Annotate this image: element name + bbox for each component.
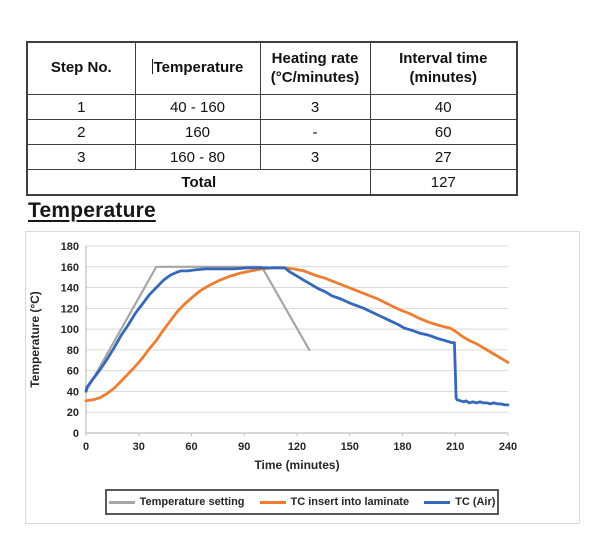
x-tick-label: 90 [238,441,250,453]
x-tick-label: 150 [341,441,359,453]
legend: Temperature setting TC insert into lamina… [105,489,499,515]
x-tick-label: 120 [288,441,306,453]
col-header-heating-rate-line2: (°C/minutes) [270,68,360,86]
x-tick-label: 30 [133,441,145,453]
y-tick-label: 80 [67,345,79,357]
legend-label: Temperature setting [139,496,245,508]
col-header-interval-time-line1: Interval time [399,49,488,67]
temperature-chart: 0 30 60 90 120 150 180 210 240 0 20 40 60 80 100 120 140… [28,241,517,472]
table-header-row: Step No. Temperature Heating rate (°C/mi… [26,41,518,95]
table-total-row: Total 127 [26,169,518,196]
y-tick-label: 120 [61,303,79,315]
cure-cycle-table: Step No. Temperature Heating rate (°C/mi… [26,41,518,196]
x-tick-label: 240 [499,441,517,453]
total-value-cell: 127 [369,169,518,196]
col-header-temperature: Temperature [134,41,261,95]
x-tick-label: 0 [83,441,89,453]
table-cell: 60 [369,119,518,145]
table-cell: 3 [26,144,136,170]
col-header-interval-time-line2: (minutes) [409,68,478,86]
table-cell: 1 [26,94,136,120]
legend-line-swatch [108,500,135,504]
legend-item: TC (Air) [424,496,495,508]
table-row: 1 40 - 160 3 40 [26,94,518,120]
legend-line-swatch [424,500,451,504]
cure-cycle-table-wrapper: Step No. Temperature Heating rate (°C/mi… [26,41,518,196]
temperature-chart-figure: 0 30 60 90 120 150 180 210 240 0 20 40 60 80 100 120 140… [25,231,580,524]
table-cell: - [259,119,371,145]
legend-item: Temperature setting [108,496,245,508]
table-cell: 2 [26,119,136,145]
col-header-heating-rate-line1: Heating rate [271,49,359,67]
section-heading-temperature: Temperature [28,199,156,222]
table-cell: 160 [134,119,261,145]
table-cell: 3 [259,94,371,120]
y-tick-label: 0 [73,428,79,440]
x-tick-label: 60 [185,441,197,453]
total-label-cell: Total [26,169,371,196]
col-header-temperature-label: Temperature [153,59,244,77]
series-line [84,266,510,407]
legend-line-swatch [259,500,286,504]
legend-label: TC (Air) [455,496,496,508]
y-tick-label: 40 [67,386,79,398]
legend-label: TC insert into laminate [290,496,410,508]
y-tick-label: 20 [67,407,79,419]
col-header-step-no: Step No. [26,41,136,95]
table-cell: 40 - 160 [134,94,261,120]
x-axis-title: Time (minutes) [254,458,339,472]
col-header-interval-time: Interval time (minutes) [369,41,518,95]
y-tick-label: 60 [67,366,79,378]
series-line [84,265,311,393]
table-cell: 40 [369,94,518,120]
y-tick-label: 180 [61,241,79,253]
y-tick-label: 100 [61,324,79,336]
y-tick-label: 140 [61,283,79,295]
col-header-step-no-label: Step No. [50,59,112,77]
x-tick-label: 180 [393,441,411,453]
col-header-heating-rate: Heating rate (°C/minutes) [259,41,371,95]
text-caret [151,59,153,75]
table-row: 3 160 - 80 3 27 [26,144,518,170]
y-axis-title: Temperature (°C) [28,291,42,388]
y-tick-label: 160 [61,262,79,274]
table-cell: 3 [259,144,371,170]
x-tick-label: 210 [446,441,464,453]
table-cell: 27 [369,144,518,170]
table-cell: 160 - 80 [134,144,261,170]
legend-item: TC insert into laminate [259,496,410,508]
table-row: 2 160 - 60 [26,119,518,145]
